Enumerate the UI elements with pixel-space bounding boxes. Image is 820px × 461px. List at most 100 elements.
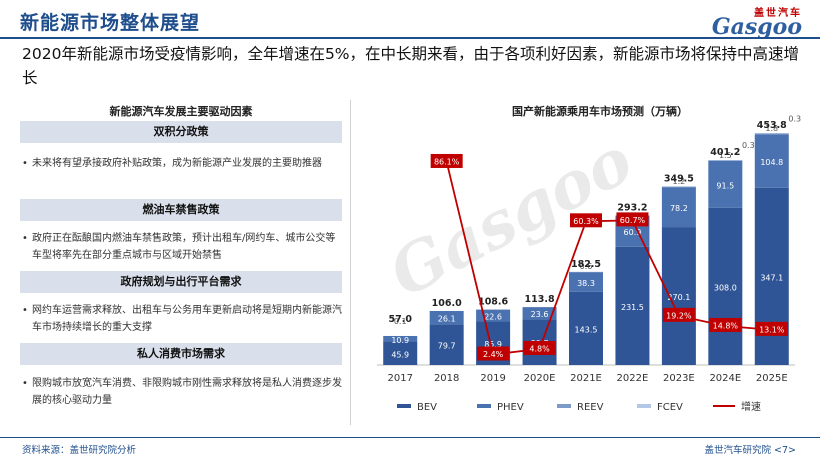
segment-label-phev-2021E: 38.3 — [577, 279, 595, 288]
ev-forecast-chart: 45.9 10.9 0.157.0 2017 79.7 26.1 106.0 2018 85.9… — [377, 115, 801, 413]
legend-label-bev: BEV — [417, 402, 437, 413]
segment-label-phev-2022E: 60.9 — [624, 228, 642, 237]
growth-label-2018: 86.1% — [434, 157, 460, 166]
growth-label-box-2023E — [662, 307, 695, 322]
segment-label-fcev-2017: 0.1 — [394, 317, 407, 326]
bar-bev-2024E — [708, 207, 743, 365]
segment-label-bev-2018: 79.7 — [438, 342, 456, 351]
total-label-2025E: 453.8 — [757, 120, 787, 131]
growth-label-box-2025E — [755, 321, 788, 336]
page-number: <7> — [774, 445, 796, 456]
growth-label-2020E: 4.8% — [529, 344, 550, 353]
section-text-dual-credit: 未来将有望承接政府补贴政策，成为新能源产业发展的主要助推器 — [20, 155, 342, 172]
panel-divider — [350, 100, 351, 425]
section-text-ice-ban: 政府正在酝酿国内燃油车禁售政策，预计出租车/网约车、城市公交等车型将率先在部分重… — [20, 230, 342, 264]
growth-label-2019: 2.4% — [483, 350, 504, 359]
chart-title: 国产新能源乘用车市场预测（万辆） — [512, 105, 688, 118]
bar-phev-2019 — [476, 309, 511, 322]
segment-label-reev-2025E: 1.8 — [765, 124, 778, 133]
growth-label-box-2020E — [523, 340, 556, 355]
page-title: 新能源市场整体展望 — [20, 12, 201, 34]
x-tick-label-2018: 2018 — [434, 373, 459, 384]
footer-right: 盖世汽车研究院 <7> — [704, 442, 796, 456]
x-tick-label-2021E: 2021E — [570, 373, 602, 384]
growth-label-2024E: 14.8% — [713, 321, 739, 330]
growth-label-box-2024E — [709, 317, 742, 332]
growth-label-2025E: 13.1% — [759, 325, 785, 334]
gasgoo-logo: 盖世汽车 Gasgoo — [694, 4, 802, 40]
bar-phev-2024E — [708, 161, 743, 208]
bar-phev-2017 — [383, 335, 418, 342]
x-tick-label-2023E: 2023E — [663, 373, 695, 384]
slide-subtitle: 2020年新能源市场受疫情影响，全年增速在5%，在中长期来看，由于各项利好因素，… — [22, 45, 800, 87]
footer-org: 盖世汽车研究院 — [704, 445, 771, 456]
footer-divider — [0, 437, 820, 438]
segment-label-phev-2025E: 104.8 — [760, 158, 783, 167]
logo-cn-text: 盖世汽车 — [754, 8, 802, 19]
segment-label-bev-2024E: 308.0 — [714, 283, 737, 292]
bar-phev-2025E — [754, 134, 789, 188]
segment-label-reev-2023E: 1.2 — [673, 177, 686, 186]
segment-label-phev-2023E: 78.2 — [670, 204, 688, 213]
bar-reev-2024E — [708, 160, 743, 161]
segment-label-reev-2024E: 1.5 — [719, 151, 732, 160]
segment-label-fcev-2025E: 0.3 — [788, 115, 801, 123]
growth-label-box-2018 — [430, 153, 463, 168]
growth-label-2021E: 60.3% — [573, 217, 599, 226]
x-tick-label-2019: 2019 — [480, 373, 505, 384]
segment-label-phev-2020E: 23.6 — [531, 310, 549, 319]
legend-swatch-bev — [397, 404, 411, 408]
segment-label-bev-2019: 85.9 — [484, 340, 502, 349]
legend-label-phev: PHEV — [497, 402, 524, 413]
growth-label-box-2019 — [477, 346, 510, 361]
segment-label-fcev-2024E: 0.3 — [742, 141, 755, 150]
bar-phev-2023E — [661, 187, 696, 228]
legend-swatch-reev — [557, 404, 571, 408]
segment-label-phev-2024E: 91.5 — [716, 181, 734, 190]
growth-label-2023E: 19.2% — [666, 311, 692, 320]
total-label-2024E: 401.2 — [710, 147, 740, 158]
segment-label-phev-2018: 26.1 — [438, 315, 456, 324]
x-tick-label-2024E: 2024E — [709, 373, 741, 384]
x-tick-label-2022E: 2022E — [617, 373, 649, 384]
segment-label-reev-2021E: 0.6 — [580, 262, 593, 271]
logo-en-text: Gasgoo — [711, 14, 802, 40]
segment-label-bev-2017: 45.9 — [391, 350, 409, 359]
bar-phev-2020E — [522, 307, 557, 320]
section-heading-ice-ban: 燃油车禁售政策 — [20, 199, 342, 221]
growth-label-2022E: 60.7% — [620, 216, 646, 225]
segment-label-bev-2022E: 231.5 — [621, 303, 644, 312]
total-label-2017: 57.0 — [388, 314, 412, 325]
growth-label-box-2021E — [570, 213, 602, 228]
total-label-2023E: 349.5 — [664, 174, 694, 185]
total-label-2022E: 293.2 — [617, 202, 647, 213]
legend-swatch-phev — [477, 404, 491, 408]
legend-swatch-fcev — [637, 404, 651, 408]
x-tick-label-2017: 2017 — [387, 373, 412, 384]
legend-label-fcev: FCEV — [657, 402, 683, 413]
total-label-2020E: 113.8 — [525, 294, 555, 305]
x-tick-label-2025E: 2025E — [756, 373, 788, 384]
legend-label-growth: 增速 — [741, 400, 761, 413]
section-text-gov-planning: 网约车运营需求释放、出租车与公务用车更新启动将是短期内新能源汽车市场持续增长的重… — [20, 302, 342, 336]
total-label-2018: 106.0 — [432, 298, 462, 309]
bar-phev-2021E — [569, 272, 603, 292]
segment-label-phev-2019: 22.6 — [484, 312, 502, 321]
bar-phev-2018 — [429, 310, 464, 325]
growth-label-box-2022E — [616, 212, 649, 227]
legend-label-reev: REEV — [577, 402, 604, 413]
section-heading-dual-credit: 双积分政策 — [20, 121, 342, 143]
bar-reev-2025E — [754, 133, 789, 135]
bar-bev-2023E — [661, 227, 696, 365]
bar-bev-2022E — [615, 246, 650, 365]
total-label-2021E: 182.5 — [571, 259, 601, 270]
segment-label-bev-2025E: 347.1 — [760, 273, 783, 282]
segment-label-phev-2017: 10.9 — [391, 336, 409, 345]
bar-bev-2018 — [429, 324, 464, 365]
section-heading-gov-planning: 政府规划与出行平台需求 — [20, 271, 342, 293]
section-text-private-demand: 限购城市放宽汽车消费、非限购城市刚性需求释放将是私人消费逐步发展的核心驱动力量 — [20, 375, 342, 409]
segment-label-bev-2023E: 270.1 — [667, 293, 690, 302]
drivers-title: 新能源汽车发展主要驱动因素 — [109, 105, 253, 118]
x-tick-label-2020E: 2020E — [524, 373, 556, 384]
total-label-2019: 108.6 — [478, 297, 508, 308]
